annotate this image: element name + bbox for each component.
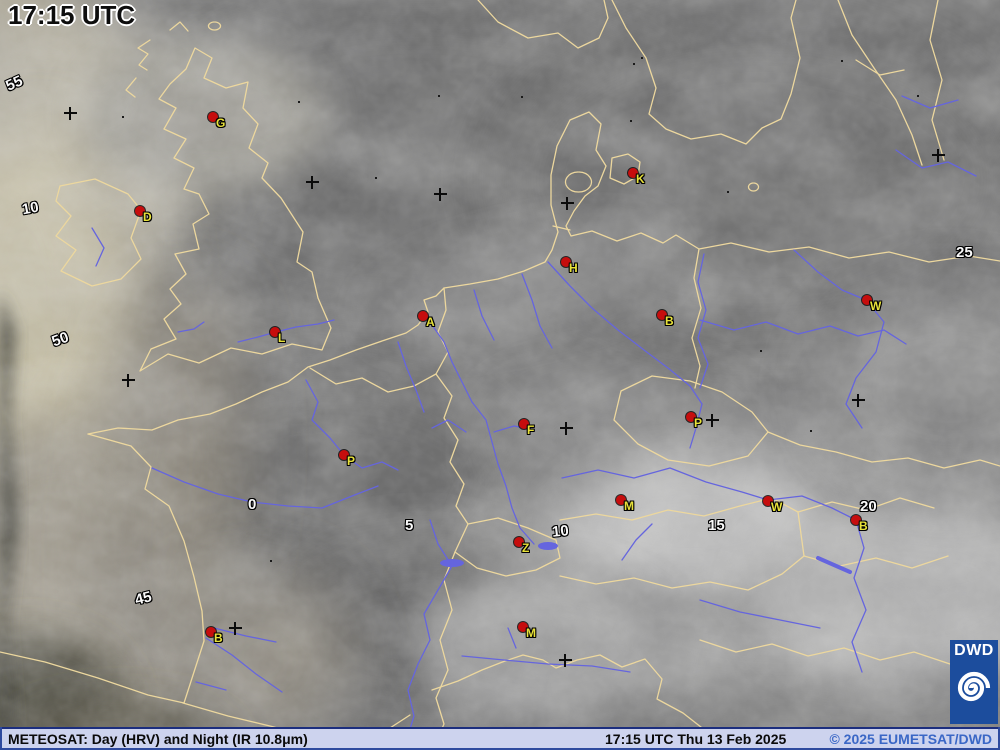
city-dot-icon [208,112,218,122]
timestamp-label: 17:15 UTC [8,0,136,30]
city-letter: B [665,314,674,328]
city-letter: P [347,454,356,468]
city-dot-icon [418,311,428,321]
graticule-label: 20 [860,498,877,515]
graticule-label: 25 [956,244,973,261]
city-letter: L [278,331,286,345]
city-letter: W [870,299,882,313]
cloud-layer [0,0,1000,727]
city-dot-icon [514,537,524,547]
graticule-cross-icon [229,622,242,635]
city-dot-icon [561,257,571,267]
graticule-cross-icon [932,149,945,162]
graticule-label: 15 [708,517,725,534]
graticule-label: 10 [551,522,570,541]
city-letter: M [624,499,634,513]
city-letter: W [771,500,783,514]
graticule-cross-icon [122,374,135,387]
map-annotation-overlay: G D L A H K B W P F P M W B Z M B 55 10 50 25 0 5 10 15 20 45 [3,72,973,667]
city-dot-icon [519,419,529,429]
city-letter: P [694,416,703,430]
graticule-label: 5 [405,517,414,534]
city-dot-icon [851,515,861,525]
coastline-layer [0,0,1000,727]
copyright-label: © 2025 EUMETSAT/DWD [829,731,992,747]
graticule-cross-icon [434,188,447,201]
city-dot-icon [657,310,667,320]
city-letter: F [527,423,535,437]
city-letter: A [426,315,435,329]
city-dot-icon [135,206,145,216]
graticule-label: 50 [49,328,72,351]
graticule-cross-icon [561,197,574,210]
city-dot-icon [518,622,528,632]
city-dot-icon [862,295,872,305]
graticule-label: 10 [20,198,41,219]
city-dot-icon [206,627,216,637]
dwd-spiral-icon [957,671,991,702]
city-dot-icon [339,450,349,460]
dwd-logo-text: DWD [954,642,994,659]
dwd-logo: DWD [950,640,998,724]
city-dot-icon [270,327,280,337]
city-dot-icon [763,496,773,506]
city-dot-icon [686,412,696,422]
datetime-label: 17:15 UTC Thu 13 Feb 2025 [605,731,787,747]
graticule-cross-icon [306,176,319,189]
city-letter: B [214,631,223,645]
satellite-map [0,0,1000,727]
city-dot-icon [616,495,626,505]
city-letter: M [526,626,536,640]
graticule-cross-icon [64,107,77,120]
city-letter: K [636,172,645,186]
graticule-label: 55 [3,72,26,95]
city-letter: D [143,210,152,224]
river-layer [91,95,977,727]
graticule-cross-icon [559,654,572,667]
city-letter: G [216,116,226,130]
city-letter: H [569,261,578,275]
city-letter: Z [522,541,530,555]
graticule-label: 0 [248,496,257,513]
graticule-cross-icon [706,414,719,427]
product-label: METEOSAT: Day (HRV) and Night (IR 10.8μm… [8,731,308,747]
graticule-cross-icon [560,422,573,435]
graticule-cross-icon [852,394,865,407]
city-letter: B [859,519,868,533]
graticule-label: 45 [133,588,154,609]
status-bar: METEOSAT: Day (HRV) and Night (IR 10.8μm… [2,727,998,748]
city-dot-icon [628,168,638,178]
speckle-layer [122,57,919,562]
